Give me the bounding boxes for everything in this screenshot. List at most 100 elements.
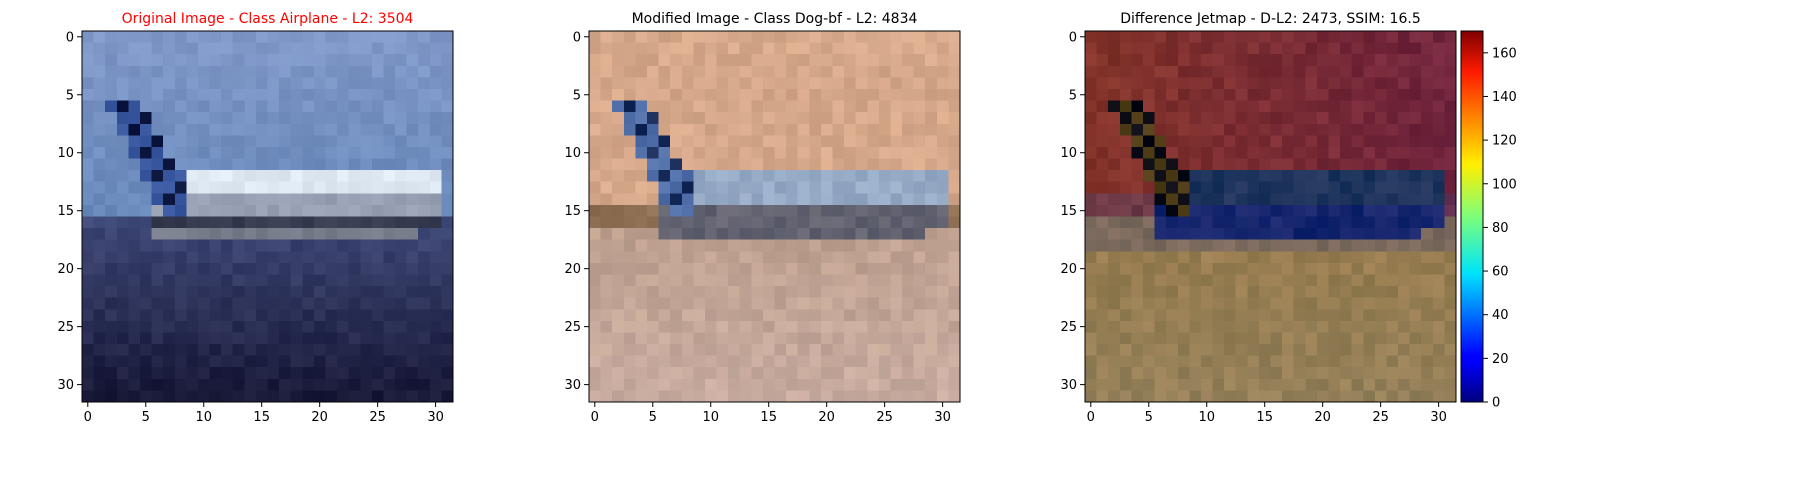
pixel-cell <box>1085 135 1097 147</box>
pixel-cell <box>186 182 198 194</box>
pixel-cell <box>1097 344 1109 356</box>
pixel-cell <box>198 321 210 333</box>
pixel-cell <box>1224 89 1236 101</box>
pixel-cell <box>1155 31 1167 43</box>
pixel-cell <box>1444 159 1456 171</box>
pixel-cell <box>879 54 891 66</box>
pixel-cell <box>210 170 222 182</box>
pixel-cell <box>1085 159 1097 171</box>
pixel-cell <box>117 228 129 240</box>
pixel-cell <box>256 89 268 101</box>
pixel-cell <box>175 147 187 159</box>
pixel-cell <box>163 159 175 171</box>
pixel-cell <box>937 147 949 159</box>
pixel-cell <box>798 66 810 78</box>
pixel-cell <box>1224 147 1236 159</box>
pixel-cell <box>268 66 280 78</box>
pixel-cell <box>902 286 914 298</box>
pixel-cell <box>221 112 233 124</box>
pixel-cell <box>268 274 280 286</box>
pixel-cell <box>430 205 442 217</box>
pixel-cell <box>302 217 314 229</box>
pixel-cell <box>1085 43 1097 55</box>
pixel-cell <box>383 66 395 78</box>
pixel-cell <box>705 77 717 89</box>
pixel-cell <box>152 159 164 171</box>
pixel-cell <box>1398 298 1410 310</box>
pixel-cell <box>925 298 937 310</box>
pixel-cell <box>1097 43 1109 55</box>
pixel-cell <box>279 182 291 194</box>
pixel-cell <box>832 89 844 101</box>
pixel-cell <box>430 321 442 333</box>
pixel-cell <box>117 379 129 391</box>
pixel-cell <box>832 101 844 113</box>
pixel-cell <box>175 356 187 368</box>
pixel-cell <box>1317 54 1329 66</box>
pixel-cell <box>948 298 960 310</box>
pixel-cell <box>948 205 960 217</box>
pixel-cell <box>612 228 624 240</box>
pixel-cell <box>890 101 902 113</box>
pixel-cell <box>693 379 705 391</box>
pixel-cell <box>612 159 624 171</box>
pixel-cell <box>128 298 140 310</box>
pixel-cell <box>902 274 914 286</box>
pixel-cell <box>233 77 245 89</box>
pixel-cell <box>175 263 187 275</box>
pixel-cell <box>186 124 198 136</box>
pixel-cell <box>659 217 671 229</box>
pixel-cell <box>693 356 705 368</box>
pixel-cell <box>1386 159 1398 171</box>
pixel-cell <box>302 170 314 182</box>
pixel-cell <box>1398 31 1410 43</box>
pixel-cell <box>337 135 349 147</box>
pixel-cell <box>1444 193 1456 205</box>
pixel-cell <box>1189 240 1201 252</box>
pixel-cell <box>314 31 326 43</box>
pixel-cell <box>128 379 140 391</box>
pixel-cell <box>268 309 280 321</box>
pixel-cell <box>1201 344 1213 356</box>
pixel-cell <box>589 217 601 229</box>
pixel-cell <box>751 251 763 263</box>
pixel-cell <box>1143 147 1155 159</box>
pixel-cell <box>589 170 601 182</box>
y-tick-label: 10 <box>57 146 74 161</box>
pixel-cell <box>221 101 233 113</box>
pixel-cell <box>670 77 682 89</box>
pixel-cell <box>1155 298 1167 310</box>
pixel-cell <box>856 182 868 194</box>
pixel-cell <box>1224 251 1236 263</box>
pixel-cell <box>152 390 164 402</box>
pixel-cell <box>728 43 740 55</box>
pixel-cell <box>291 170 303 182</box>
pixel-cell <box>1120 89 1132 101</box>
pixel-cell <box>198 170 210 182</box>
pixel-cell <box>1386 332 1398 344</box>
pixel-cell <box>682 263 694 275</box>
pixel-cell <box>879 159 891 171</box>
pixel-cell <box>1398 274 1410 286</box>
pixel-cell <box>1317 159 1329 171</box>
pixel-cell <box>1352 332 1364 344</box>
pixel-cell <box>705 263 717 275</box>
pixel-cell <box>279 135 291 147</box>
pixel-cell <box>163 147 175 159</box>
pixel-cell <box>198 43 210 55</box>
pixel-cell <box>867 309 879 321</box>
pixel-cell <box>337 367 349 379</box>
pixel-cell <box>210 240 222 252</box>
pixel-cell <box>128 77 140 89</box>
pixel-cell <box>635 390 647 402</box>
pixel-cell <box>740 217 752 229</box>
pixel-cell <box>441 77 453 89</box>
pixel-cell <box>1189 390 1201 402</box>
pixel-cell <box>751 309 763 321</box>
pixel-cell <box>1247 66 1259 78</box>
pixel-cell <box>152 193 164 205</box>
pixel-cell <box>1352 356 1364 368</box>
pixel-cell <box>670 274 682 286</box>
pixel-cell <box>821 66 833 78</box>
pixel-cell <box>902 77 914 89</box>
